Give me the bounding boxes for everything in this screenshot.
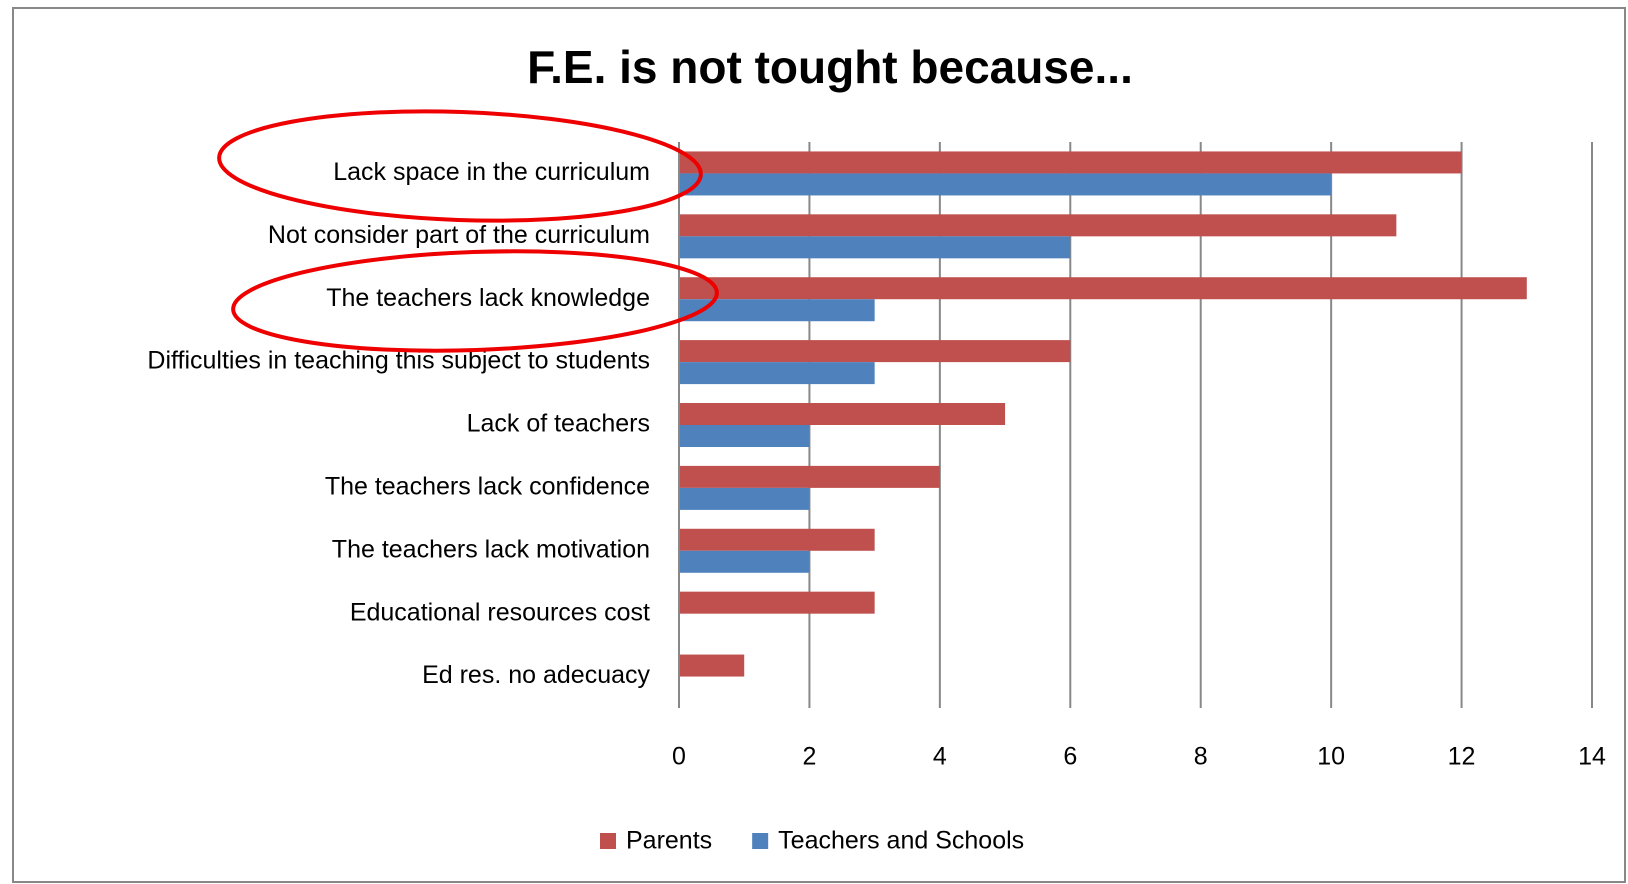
x-tick-label: 6 [1063,743,1077,771]
legend-label: Parents [626,827,712,855]
bar [679,403,1006,425]
bar [679,151,1462,174]
bar [679,528,875,551]
y-tick-label: The teachers lack confidence [325,472,650,500]
bar [679,654,745,677]
y-tick-label: Lack of teachers [467,410,650,438]
bar [679,214,1397,237]
highlight-ellipse [231,249,719,353]
legend-swatch [752,833,769,849]
bar [679,487,810,510]
x-tick-label: 4 [933,743,947,771]
y-tick-label: Ed res. no adecuacy [422,661,650,689]
bar [679,173,1332,196]
bar [679,277,1527,300]
chart-title: F.E. is not tought because... [527,41,1133,93]
bar [679,299,875,322]
y-tick-label: The teachers lack motivation [332,535,650,563]
legend-swatch [600,833,616,849]
bar [679,340,1071,363]
highlight-ellipse [217,109,703,223]
legend-label: Teachers and Schools [778,827,1024,855]
y-tick-label: Lack space in the curriculum [333,158,650,186]
bar [679,591,875,614]
bar [679,236,1071,259]
x-tick-label: 12 [1448,743,1476,771]
bar [679,362,875,385]
chart-frame [12,7,1626,883]
x-tick-label: 8 [1194,743,1208,771]
bar [679,425,810,447]
x-tick-label: 2 [802,743,816,771]
y-tick-label: Not consider part of the curriculum [268,221,650,249]
y-tick-label: The teachers lack knowledge [326,284,650,312]
bar [679,465,940,488]
x-tick-label: 0 [672,743,686,771]
x-tick-label: 14 [1578,743,1606,771]
x-tick-label: 10 [1317,743,1345,771]
bar [679,550,810,573]
y-tick-label: Educational resources cost [350,598,650,626]
